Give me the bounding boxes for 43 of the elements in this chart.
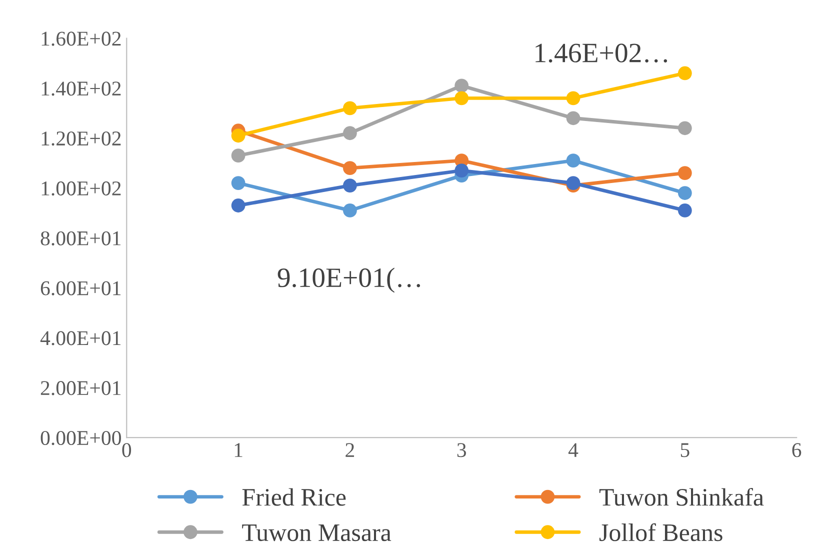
point bbox=[231, 176, 246, 190]
point bbox=[343, 204, 357, 218]
annotation: 9.10E+01(… bbox=[278, 268, 420, 293]
point bbox=[566, 91, 580, 106]
point bbox=[678, 66, 692, 80]
point bbox=[343, 178, 357, 192]
y-tick-label: 0.00E+00 bbox=[40, 430, 121, 446]
annotation: 1.46E+02… bbox=[536, 44, 668, 63]
point bbox=[678, 204, 692, 218]
y-tick-label: 1.40E+02 bbox=[42, 82, 121, 96]
x-tick-label: 5 bbox=[680, 443, 690, 458]
legend-label: Jollof Beans bbox=[599, 523, 722, 542]
point bbox=[343, 101, 357, 116]
point bbox=[678, 166, 692, 180]
y-tick-label: 1.60E+02 bbox=[42, 32, 121, 46]
x-tick-label: 2 bbox=[346, 443, 354, 457]
point bbox=[678, 121, 692, 136]
y-tick-label: 6.00E+01 bbox=[40, 281, 121, 296]
legend-label: Fried Rice bbox=[242, 488, 346, 506]
point bbox=[454, 78, 469, 93]
x-tick-label: 6 bbox=[792, 443, 802, 458]
point bbox=[231, 198, 246, 212]
point bbox=[231, 148, 246, 163]
x-tick-label: 4 bbox=[568, 443, 578, 457]
point bbox=[343, 126, 357, 140]
point bbox=[454, 91, 469, 106]
point bbox=[231, 128, 246, 143]
point bbox=[566, 176, 580, 190]
y-tick-label: 2.00E+01 bbox=[40, 381, 121, 396]
x-tick-label: 1 bbox=[234, 443, 242, 457]
y-tick-label: 1.00E+02 bbox=[42, 181, 121, 196]
point bbox=[454, 164, 469, 178]
x-tick-label: 0 bbox=[122, 443, 132, 458]
legend-label: Tuwon Shinkafa bbox=[599, 488, 764, 506]
point bbox=[566, 111, 580, 126]
x-tick-label: 3 bbox=[457, 443, 466, 458]
point bbox=[566, 154, 580, 168]
y-tick-label: 4.00E+01 bbox=[40, 331, 121, 346]
y-tick-label: 8.00E+01 bbox=[40, 231, 121, 246]
y-tick-label: 1.20E+02 bbox=[42, 131, 121, 146]
point bbox=[678, 186, 692, 200]
legend-label: Tuwon Masara bbox=[242, 524, 392, 542]
point bbox=[343, 161, 357, 176]
